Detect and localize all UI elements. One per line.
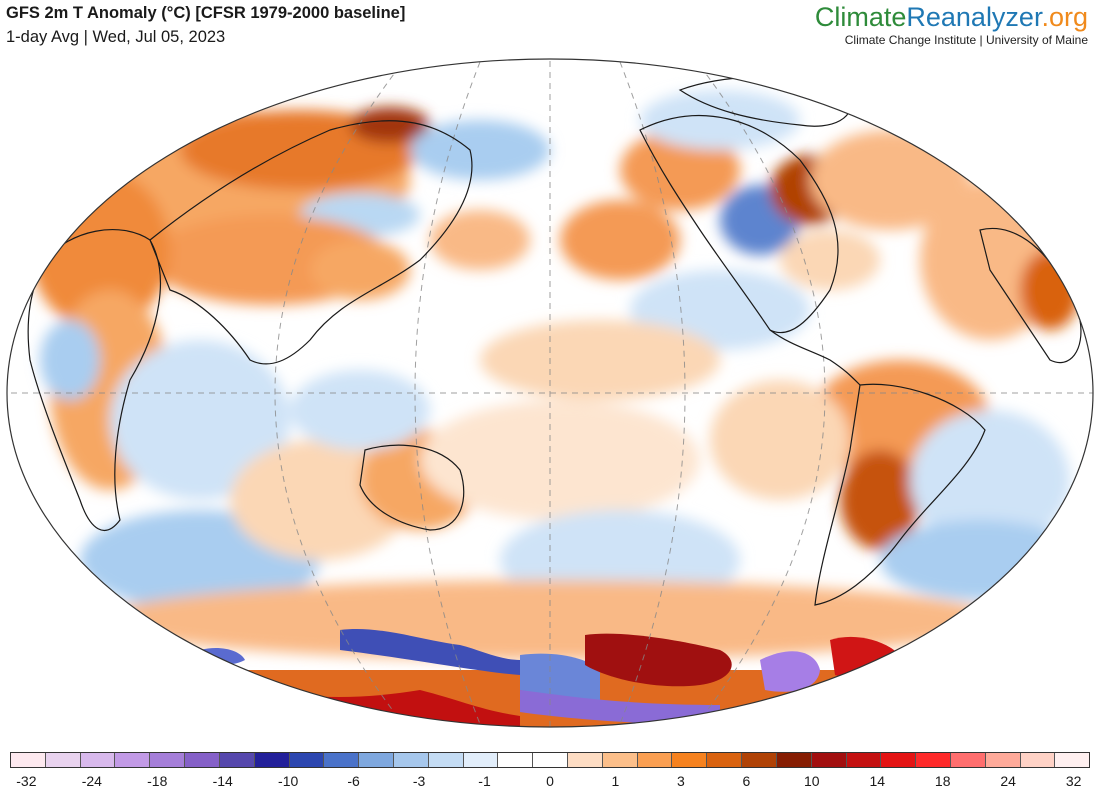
brand-logo-part2: Reanalyzer bbox=[906, 2, 1042, 32]
colorbar-swatch bbox=[185, 753, 220, 767]
colorbar-swatch bbox=[463, 753, 499, 767]
colorbar-swatch bbox=[80, 753, 116, 767]
colorbar bbox=[10, 752, 1090, 768]
colorbar-tick-label: -32 bbox=[16, 773, 37, 789]
globe-outline bbox=[6, 58, 1094, 728]
colorbar-swatch bbox=[672, 753, 708, 767]
colorbar-swatch bbox=[881, 753, 917, 767]
colorbar-swatch bbox=[1055, 753, 1090, 767]
colorbar-tick-label: 14 bbox=[869, 773, 886, 789]
colorbar-swatch bbox=[359, 753, 394, 767]
brand-tagline: Climate Change Institute | University of… bbox=[844, 33, 1088, 47]
colorbar-swatch bbox=[1020, 753, 1056, 767]
colorbar-swatch bbox=[45, 753, 81, 767]
colorbar-swatch bbox=[742, 753, 777, 767]
colorbar-tick-label: 6 bbox=[742, 773, 751, 789]
colorbar-swatch bbox=[846, 753, 882, 767]
colorbar-tick-label: 1 bbox=[611, 773, 620, 789]
colorbar-swatch bbox=[11, 753, 46, 767]
colorbar-swatch bbox=[428, 753, 464, 767]
colorbar-swatch bbox=[254, 753, 290, 767]
colorbar-swatch bbox=[916, 753, 951, 767]
brand-logo[interactable]: ClimateReanalyzer.org bbox=[815, 2, 1088, 33]
colorbar-tick-label: -24 bbox=[81, 773, 102, 789]
colorbar-tick-label: -14 bbox=[212, 773, 233, 789]
colorbar-swatch bbox=[533, 753, 568, 767]
colorbar-tick-label: -3 bbox=[412, 773, 426, 789]
colorbar-tick-label: 3 bbox=[677, 773, 685, 789]
colorbar-swatch bbox=[393, 753, 429, 767]
coastlines bbox=[27, 76, 1082, 606]
chart-title: GFS 2m T Anomaly (°C) [CFSR 1979-2000 ba… bbox=[6, 4, 406, 22]
colorbar-swatch bbox=[811, 753, 847, 767]
colorbar-tick-label: 32 bbox=[1065, 773, 1082, 789]
colorbar-swatch bbox=[602, 753, 638, 767]
colorbar-swatch bbox=[115, 753, 151, 767]
colorbar-tick-label: -10 bbox=[278, 773, 299, 789]
brand-logo-part1: Climate bbox=[814, 2, 907, 32]
colorbar-swatch bbox=[324, 753, 360, 767]
colorbar-swatch bbox=[776, 753, 812, 767]
colorbar-tick-label: 24 bbox=[1000, 773, 1016, 789]
colorbar-tick-label: 18 bbox=[934, 773, 951, 789]
colorbar-swatch bbox=[707, 753, 743, 767]
colorbar-tick-label: 10 bbox=[804, 773, 820, 789]
map-globe bbox=[7, 59, 1093, 727]
colorbar-tick-label: -18 bbox=[147, 773, 168, 789]
colorbar-swatch bbox=[637, 753, 673, 767]
anomaly-map bbox=[6, 58, 1094, 728]
colorbar-swatch bbox=[950, 753, 986, 767]
colorbar-swatch bbox=[150, 753, 186, 767]
colorbar-tick-label: -6 bbox=[347, 773, 360, 789]
colorbar-swatch bbox=[219, 753, 255, 767]
graticule bbox=[7, 59, 1093, 727]
chart-subtitle: 1-day Avg | Wed, Jul 05, 2023 bbox=[6, 28, 226, 46]
colorbar-swatch bbox=[289, 753, 325, 767]
colorbar-swatch bbox=[985, 753, 1021, 767]
colorbar-swatch bbox=[498, 753, 534, 767]
brand-logo-part3: .org bbox=[1041, 2, 1088, 32]
colorbar-tick-label: -1 bbox=[478, 773, 491, 789]
colorbar-tick-label: 0 bbox=[546, 773, 554, 789]
colorbar-swatch bbox=[568, 753, 603, 767]
